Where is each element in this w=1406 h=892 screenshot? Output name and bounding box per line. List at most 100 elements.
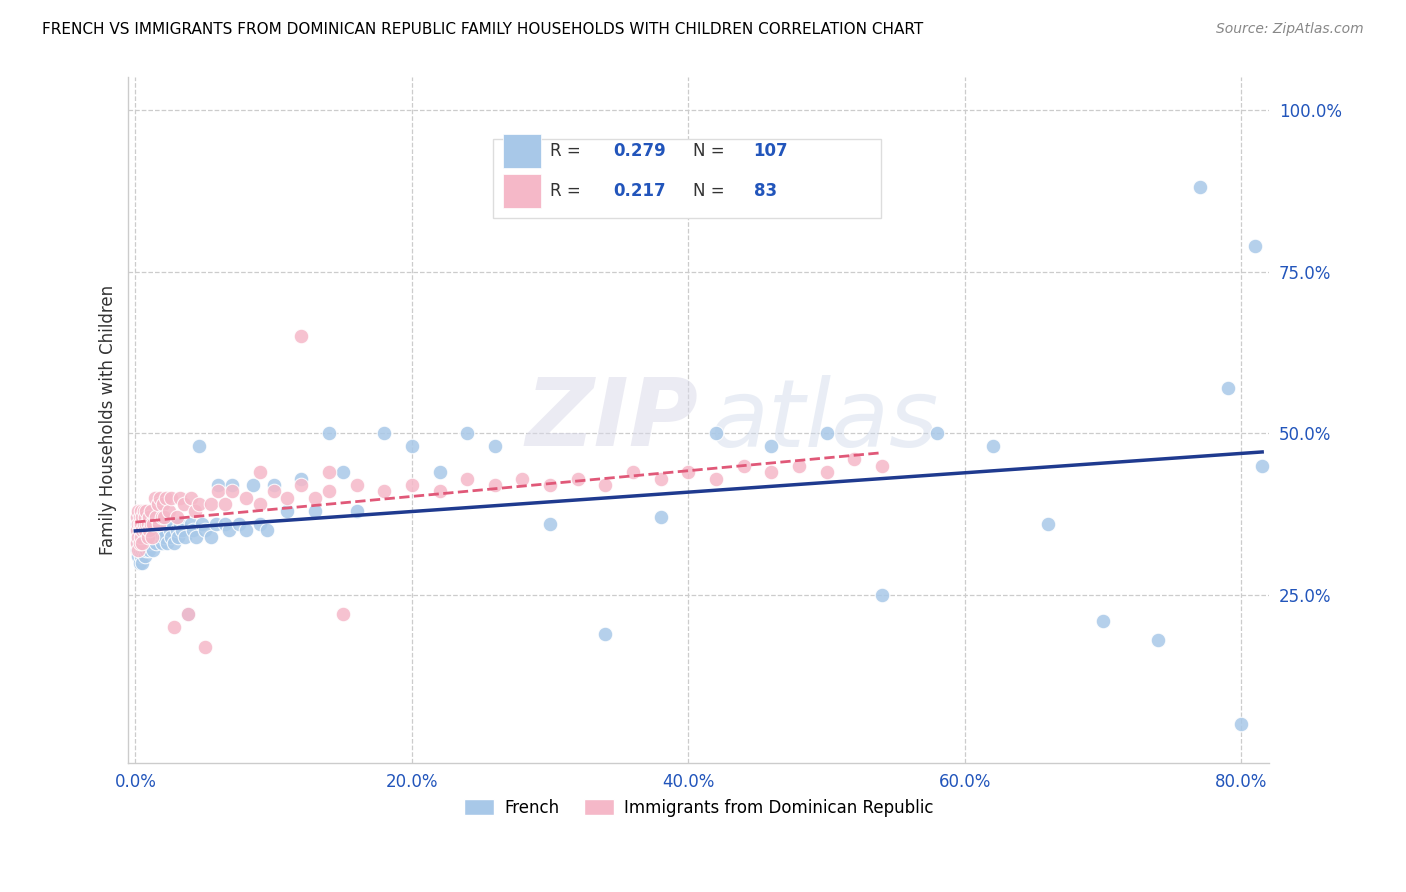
Point xyxy=(131,523,153,537)
Point xyxy=(132,542,155,557)
Point xyxy=(139,523,162,537)
Point xyxy=(131,536,153,550)
Point xyxy=(214,497,236,511)
Point xyxy=(163,620,186,634)
Point xyxy=(429,484,451,499)
Point xyxy=(263,484,285,499)
Point xyxy=(332,607,354,622)
FancyBboxPatch shape xyxy=(494,139,882,218)
Point xyxy=(207,478,229,492)
Point xyxy=(186,530,208,544)
Point xyxy=(132,504,155,518)
Point xyxy=(143,491,166,505)
Point xyxy=(401,439,423,453)
Point xyxy=(183,523,205,537)
Point xyxy=(173,497,195,511)
Point xyxy=(150,510,173,524)
Point xyxy=(761,439,783,453)
Point xyxy=(595,626,617,640)
Point xyxy=(141,530,163,544)
Point xyxy=(456,471,478,485)
Point xyxy=(146,523,169,537)
FancyBboxPatch shape xyxy=(502,135,541,168)
Point xyxy=(128,536,150,550)
Point xyxy=(129,516,152,531)
Text: R =: R = xyxy=(551,142,586,160)
Point xyxy=(136,536,159,550)
Point xyxy=(193,640,215,654)
Point xyxy=(131,556,153,570)
Point xyxy=(128,510,150,524)
Point xyxy=(1036,516,1059,531)
Point xyxy=(145,516,167,531)
Point xyxy=(129,549,152,563)
Point xyxy=(142,542,165,557)
Point xyxy=(138,516,160,531)
Point xyxy=(304,504,326,518)
Point xyxy=(263,478,285,492)
Text: 0.279: 0.279 xyxy=(613,142,666,160)
Point xyxy=(276,491,298,505)
Point xyxy=(131,510,153,524)
Point xyxy=(135,523,157,537)
Point xyxy=(152,497,174,511)
Text: R =: R = xyxy=(551,182,586,200)
Point xyxy=(127,504,149,518)
Point xyxy=(188,497,211,511)
Y-axis label: Family Households with Children: Family Households with Children xyxy=(100,285,117,556)
Point xyxy=(163,536,186,550)
Point xyxy=(172,523,194,537)
Point xyxy=(870,458,893,473)
Point xyxy=(193,523,215,537)
Point xyxy=(128,523,150,537)
Point xyxy=(139,504,162,518)
Point xyxy=(1216,381,1239,395)
Point xyxy=(228,516,250,531)
Point xyxy=(870,588,893,602)
Point xyxy=(132,516,155,531)
Point xyxy=(143,530,166,544)
Point xyxy=(290,329,312,343)
Point xyxy=(125,510,148,524)
Point xyxy=(200,530,222,544)
Point xyxy=(127,530,149,544)
Point xyxy=(167,530,190,544)
Point xyxy=(125,523,148,537)
Point xyxy=(129,530,152,544)
Point xyxy=(204,516,226,531)
Point xyxy=(142,516,165,531)
Point xyxy=(128,516,150,531)
Point xyxy=(484,478,506,492)
Point xyxy=(134,516,156,531)
Point xyxy=(981,439,1004,453)
Point xyxy=(177,607,200,622)
Point xyxy=(160,491,183,505)
Point xyxy=(129,516,152,531)
Point xyxy=(142,523,165,537)
Point xyxy=(207,484,229,499)
Point xyxy=(290,471,312,485)
Point xyxy=(131,542,153,557)
Point xyxy=(256,523,278,537)
Text: atlas: atlas xyxy=(710,375,938,466)
Point xyxy=(249,497,271,511)
Point xyxy=(1230,717,1253,731)
Point xyxy=(125,523,148,537)
Point xyxy=(138,523,160,537)
Point xyxy=(134,530,156,544)
Point xyxy=(318,426,340,441)
Point xyxy=(153,510,176,524)
Point xyxy=(155,491,177,505)
Point xyxy=(138,530,160,544)
Point xyxy=(429,465,451,479)
Point xyxy=(484,439,506,453)
Point xyxy=(127,530,149,544)
Point xyxy=(815,465,838,479)
Point xyxy=(148,530,170,544)
Point xyxy=(135,504,157,518)
Point xyxy=(1244,238,1267,252)
Point xyxy=(401,478,423,492)
Text: 107: 107 xyxy=(754,142,789,160)
Point xyxy=(129,530,152,544)
Point xyxy=(138,542,160,557)
